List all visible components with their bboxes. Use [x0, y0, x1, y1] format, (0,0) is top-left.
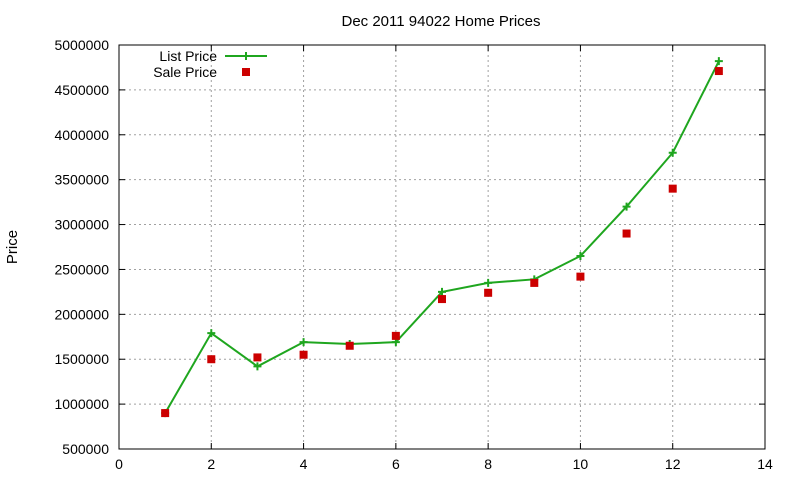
x-tick-label: 0: [115, 456, 123, 472]
list-price-point: [207, 329, 216, 338]
sale-price-point: [438, 295, 446, 304]
legend-label: List Price: [159, 48, 217, 64]
list-price-point: [299, 338, 308, 347]
y-tick-label: 5000000: [54, 37, 109, 53]
plot-frame: [118, 44, 766, 450]
sale-price-point: [530, 278, 539, 287]
y-tick-label: 500000: [62, 441, 109, 457]
legend-square-marker: [242, 68, 250, 76]
sale-price-point: [714, 67, 723, 76]
list-price-point: [438, 287, 446, 296]
sale-price-point: [576, 272, 585, 281]
list-price-point: [484, 278, 493, 287]
sale-price-point: [345, 341, 354, 350]
y-tick-label: 1500000: [54, 351, 109, 367]
legend-plus-marker: [242, 52, 250, 60]
series-1: [161, 67, 723, 418]
y-tick-label: 2000000: [54, 306, 109, 322]
list-price-point: [714, 57, 723, 66]
sale-price-point: [161, 409, 170, 418]
x-tick-label: 10: [573, 456, 589, 472]
x-tick-label: 6: [392, 456, 400, 472]
y-tick-label: 1000000: [54, 396, 109, 412]
sale-price-point: [622, 229, 631, 238]
x-tick-label: 12: [665, 456, 681, 472]
x-tick-label: 8: [484, 456, 492, 472]
list-price-point: [622, 202, 631, 211]
sale-price-point: [391, 331, 400, 340]
sale-price-point: [299, 350, 308, 359]
chart-title: Dec 2011 94022 Home Prices: [342, 13, 541, 30]
y-axis-label: Price: [4, 230, 21, 264]
series-0: [161, 57, 723, 418]
y-tick-label: 4500000: [54, 82, 109, 98]
list-price-point: [576, 251, 585, 260]
list-price-point: [253, 362, 262, 371]
y-tick-label: 4000000: [54, 127, 109, 143]
y-tick-label: 3500000: [54, 172, 109, 188]
x-tick-label: 2: [207, 456, 215, 472]
legend-label: Sale Price: [153, 64, 217, 80]
sale-price-point: [253, 353, 262, 362]
axis-ticks: 0 2 4 6 8 10 12 14 500000 1000000 1500000 2000000 25…: [54, 37, 773, 472]
list-price-point: [668, 148, 677, 157]
x-tick-label: 4: [300, 456, 308, 472]
sale-price-point: [207, 355, 216, 364]
list-price-line: [164, 60, 720, 414]
y-tick-label: 3000000: [54, 217, 109, 233]
y-tick-label: 2500000: [54, 261, 109, 277]
sale-price-point: [484, 288, 493, 297]
grid-lines: [119, 45, 765, 449]
sale-price-point: [668, 184, 677, 193]
series-layer: [161, 57, 723, 418]
x-tick-label: 14: [757, 456, 773, 472]
